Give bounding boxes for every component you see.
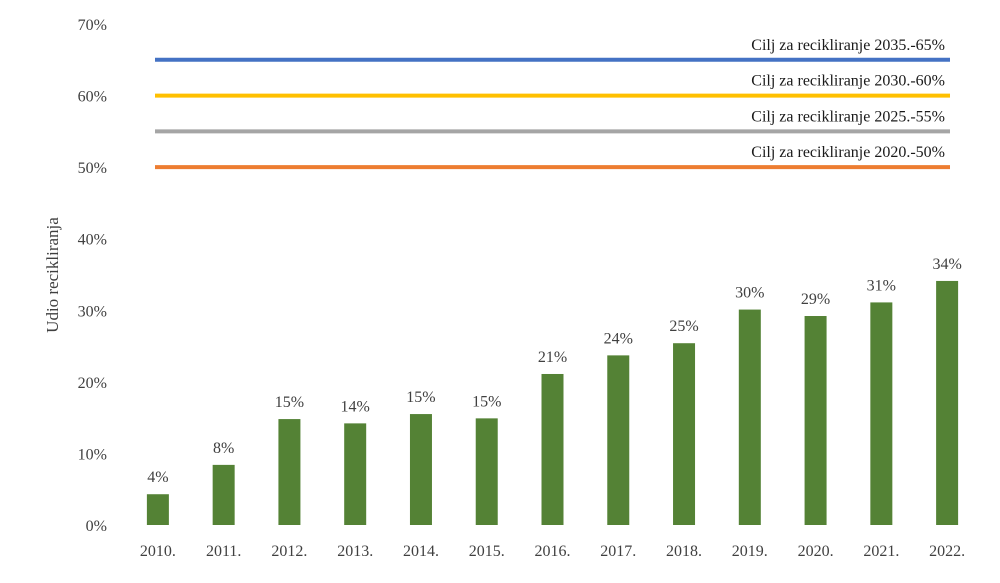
x-tick-label: 2014. xyxy=(403,543,439,560)
data-label: 15% xyxy=(406,389,435,406)
data-label: 25% xyxy=(669,318,698,335)
bar xyxy=(870,302,893,525)
bar xyxy=(541,373,564,525)
data-label: 4% xyxy=(147,469,168,486)
x-axis-ticks: 2010. 2011. 2012. 2013. 2014. 2015. 2016. 2017.… xyxy=(140,543,965,560)
bar xyxy=(804,316,827,525)
y-tick-label: 40% xyxy=(78,232,107,249)
x-tick-label: 2017. xyxy=(600,543,636,560)
target-label: Cilj za recikliranje 2020.-50% xyxy=(751,144,945,161)
bar xyxy=(344,423,367,525)
target-label: Cilj za recikliranje 2035.-65% xyxy=(751,37,945,54)
data-label: 24% xyxy=(604,330,633,347)
y-axis-title: Udio recikliranja xyxy=(43,217,62,333)
target-lines: Cilj za recikliranje 2035.-65% Cilj za re… xyxy=(155,37,950,170)
x-tick-label: 2010. xyxy=(140,543,176,560)
data-label: 8% xyxy=(213,440,234,457)
x-tick-label: 2015. xyxy=(469,543,505,560)
y-tick-label: 0% xyxy=(86,518,107,535)
y-axis-ticks: 0% 10% 20% 30% 40% 50% 60% 70% xyxy=(78,17,107,535)
bar xyxy=(146,494,169,525)
x-tick-label: 2018. xyxy=(666,543,702,560)
target-label: Cilj za recikliranje 2025.-55% xyxy=(751,108,945,125)
x-tick-label: 2016. xyxy=(535,543,571,560)
data-label: 34% xyxy=(932,256,961,273)
y-tick-label: 20% xyxy=(78,375,107,392)
x-tick-label: 2012. xyxy=(271,543,307,560)
y-tick-label: 50% xyxy=(78,160,107,177)
data-label: 14% xyxy=(341,398,370,415)
bar xyxy=(409,414,432,525)
data-label: 29% xyxy=(801,291,830,308)
bar xyxy=(475,418,498,525)
data-label: 30% xyxy=(735,285,764,302)
bar xyxy=(936,280,959,525)
data-label: 31% xyxy=(867,277,896,294)
bar-series: 4% 8% 15% 14% 15% 15% 21% 24% 25% 30% 29% 31% 34% xyxy=(146,256,962,525)
bar xyxy=(278,419,301,525)
bar xyxy=(673,343,696,525)
bar xyxy=(738,309,761,525)
y-tick-label: 70% xyxy=(78,17,107,34)
bar xyxy=(607,355,630,525)
y-tick-label: 10% xyxy=(78,446,107,463)
data-label: 15% xyxy=(472,393,501,410)
data-label: 21% xyxy=(538,349,567,366)
x-tick-label: 2021. xyxy=(863,543,899,560)
y-tick-label: 60% xyxy=(78,89,107,106)
x-tick-label: 2020. xyxy=(798,543,834,560)
x-tick-label: 2011. xyxy=(206,543,241,560)
data-label: 15% xyxy=(275,394,304,411)
x-tick-label: 2019. xyxy=(732,543,768,560)
y-tick-label: 30% xyxy=(78,303,107,320)
x-tick-label: 2013. xyxy=(337,543,373,560)
bar xyxy=(212,464,235,525)
target-label: Cilj za recikliranje 2030.-60% xyxy=(751,73,945,90)
x-tick-label: 2022. xyxy=(929,543,965,560)
